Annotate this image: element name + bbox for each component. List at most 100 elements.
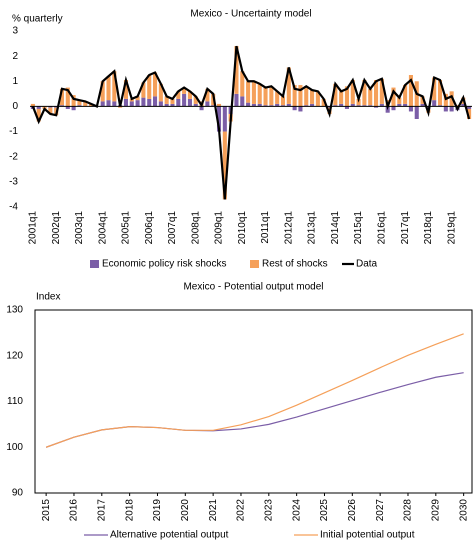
x-tick-label: 2012q1: [283, 211, 294, 245]
data-line: [45, 372, 464, 448]
x-tick-label: 2003q1: [74, 211, 85, 245]
bar: [48, 106, 53, 108]
bar: [211, 105, 216, 107]
bar: [263, 105, 268, 107]
x-tick-label: 2018q1: [423, 211, 434, 245]
bar: [356, 105, 361, 107]
bar: [420, 103, 425, 107]
bar: [467, 108, 472, 119]
bar: [234, 46, 239, 94]
bar: [100, 101, 105, 107]
x-tick-label: 2013q1: [307, 211, 318, 245]
legend-label: Data: [356, 259, 378, 270]
y-tick-label: 2: [12, 51, 18, 62]
bar: [292, 106, 297, 111]
bar: [310, 103, 315, 107]
chart-title: Mexico - Potential output model: [183, 282, 323, 293]
bar: [182, 87, 187, 94]
bar: [193, 103, 198, 107]
bar: [280, 96, 286, 106]
bar: [187, 98, 192, 107]
x-tick-label: 2001q1: [28, 211, 39, 245]
y-axis-label: % quarterly: [12, 14, 63, 25]
bar: [263, 87, 268, 106]
y-tick-label: -4: [9, 202, 18, 213]
x-tick-label: 2025: [319, 499, 330, 522]
x-tick-label: 2016: [69, 499, 80, 522]
x-tick-label: 2002q1: [51, 211, 62, 245]
bar: [123, 80, 128, 99]
bar: [397, 97, 402, 104]
legend-label: Rest of shocks: [262, 259, 328, 270]
bar: [48, 107, 53, 114]
y-tick-label: 120: [6, 350, 23, 361]
bar: [251, 103, 256, 107]
bar: [432, 100, 437, 107]
bar: [170, 103, 175, 107]
bar: [286, 67, 291, 104]
bar: [71, 106, 76, 111]
bar: [153, 96, 158, 107]
bar: [54, 106, 59, 108]
bar: [437, 80, 443, 106]
bar: [112, 71, 117, 102]
bar: [362, 105, 367, 107]
bar: [176, 91, 181, 99]
x-tick-label: 2015q1: [353, 211, 364, 245]
bar: [443, 93, 448, 107]
bar: [129, 101, 134, 107]
x-tick-label: 2028: [403, 499, 414, 522]
bar: [246, 81, 251, 103]
x-tick-label: 2010q1: [237, 211, 248, 245]
bar: [379, 103, 384, 107]
bar: [100, 81, 105, 102]
x-tick-label: 2014q1: [330, 211, 341, 245]
x-tick-label: 2022: [236, 499, 247, 522]
x-tick-label: 2008q1: [190, 211, 201, 245]
bar: [246, 102, 251, 107]
bar: [106, 76, 111, 101]
x-tick-label: 2024: [291, 499, 302, 522]
x-tick-label: 2030: [458, 499, 469, 522]
bar: [298, 85, 303, 107]
bar: [408, 106, 413, 112]
x-tick-label: 2004q1: [97, 211, 108, 245]
bar: [205, 101, 210, 107]
data-line: [31, 45, 471, 200]
y-tick-label: -1: [9, 126, 18, 137]
plot-frame: [34, 309, 473, 494]
bar: [350, 80, 355, 104]
bar: [234, 93, 239, 107]
bar: [443, 106, 448, 112]
bar: [77, 100, 82, 106]
bar: [327, 106, 332, 108]
bar: [455, 105, 460, 107]
bar: [216, 106, 222, 132]
legend-label: Initial potential output: [320, 530, 415, 541]
bar: [437, 105, 443, 107]
bar: [257, 83, 262, 104]
bar: [449, 106, 454, 112]
bar: [286, 103, 291, 107]
chart-title: Mexico - Uncertainty model: [190, 9, 311, 20]
bar: [333, 105, 338, 107]
bar: [379, 78, 384, 104]
bar: [368, 88, 373, 106]
x-tick-label: 2027: [375, 499, 386, 522]
y-tick-label: -2: [9, 151, 18, 162]
bar: [170, 98, 175, 104]
x-tick-label: 2009q1: [214, 211, 225, 245]
bar: [304, 105, 309, 107]
x-tick-label: 2015: [41, 499, 52, 522]
bar: [158, 101, 163, 107]
y-tick-label: 130: [6, 305, 23, 316]
bar: [118, 106, 123, 108]
x-tick-label: 2029: [430, 499, 441, 522]
bar: [59, 105, 65, 107]
y-tick-label: 3: [12, 26, 18, 37]
bar: [275, 103, 280, 107]
bar: [397, 103, 402, 107]
bar: [403, 85, 408, 104]
bar: [432, 77, 437, 101]
